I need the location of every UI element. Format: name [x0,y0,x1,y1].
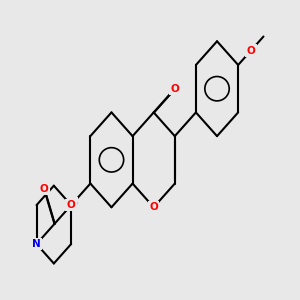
Text: N: N [32,239,41,249]
Text: O: O [68,199,77,209]
Text: O: O [246,46,255,56]
Text: O: O [149,202,158,212]
Text: O: O [40,184,49,194]
Text: O: O [67,200,76,210]
Text: O: O [170,84,179,94]
